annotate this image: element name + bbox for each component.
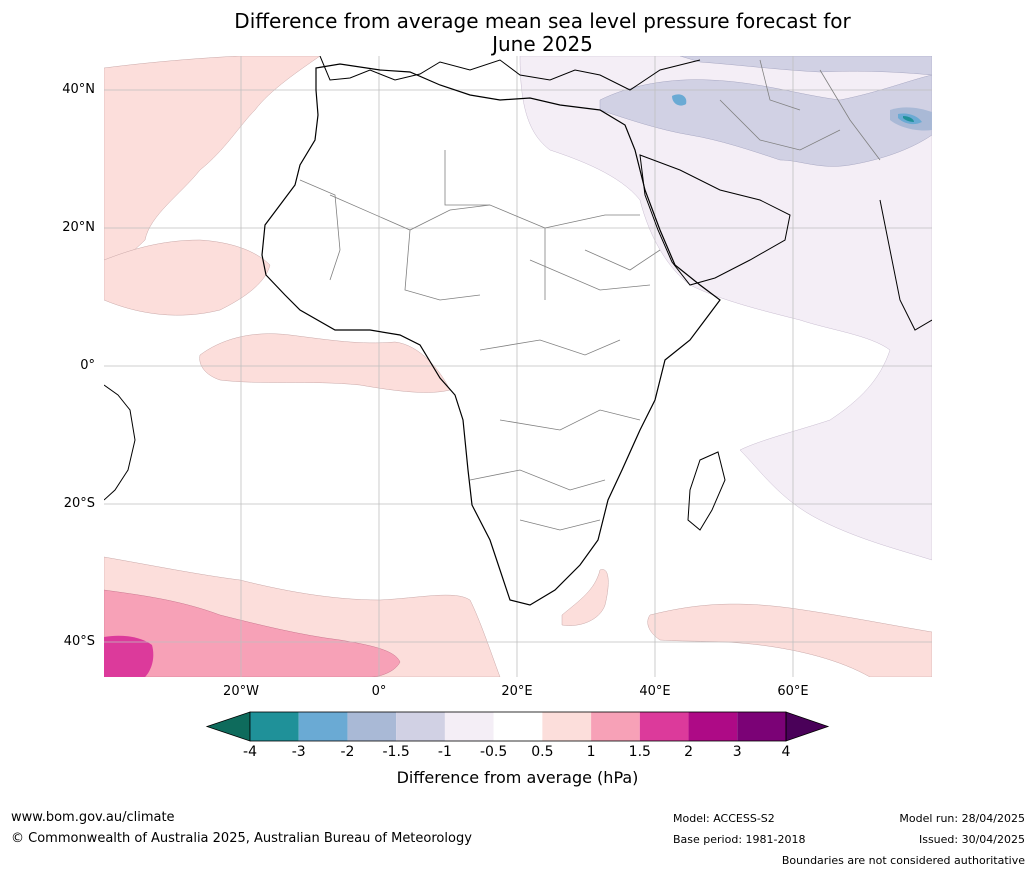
lon-label-40e: 40°E <box>639 684 671 699</box>
colorbar-segment <box>396 712 445 741</box>
colorbar-segment <box>250 712 299 741</box>
colorbar-label: Difference from average (hPa) <box>396 768 639 787</box>
lon-label-20w: 20°W <box>223 684 259 699</box>
colorbar-segment <box>688 712 738 741</box>
colorbar-tick-label: 2 <box>684 744 693 760</box>
colorbar-segment <box>298 712 348 741</box>
colorbar-tick-label: 1.5 <box>628 744 651 760</box>
colorbar-segment <box>591 712 640 741</box>
anomaly-pos-west-atlantic <box>104 239 271 316</box>
south-america-coastline <box>104 384 136 501</box>
anomaly-neg3-pocket <box>903 116 914 122</box>
europe-coastline <box>319 56 701 91</box>
lat-label-20s: 20°S <box>63 496 95 511</box>
footer-issued: Issued: 30/04/2025 <box>918 833 1025 846</box>
colorbar <box>205 711 830 742</box>
colorbar-tick-label: -1.5 <box>382 744 410 760</box>
anomaly-1to15-south-atlantic <box>104 589 401 677</box>
anomaly-neg-indian <box>519 56 932 561</box>
africa-coastline <box>261 63 721 606</box>
madagascar-coastline <box>687 451 726 531</box>
lon-label-60e: 60°E <box>777 684 809 699</box>
title-line-2: June 2025 <box>492 32 593 56</box>
colorbar-tick-label: -0.5 <box>479 744 508 760</box>
map-area <box>104 56 932 677</box>
colorbar-segment <box>493 712 543 741</box>
country-boundaries <box>299 59 881 531</box>
arabia-coastline <box>639 154 791 286</box>
lat-label-20n: 20°N <box>62 220 95 235</box>
colorbar-tick-label: 3 <box>732 744 742 760</box>
colorbar-tick-label: -4 <box>243 744 257 760</box>
colorbar-tick-label: -1 <box>437 744 452 760</box>
footer-copyright: © Commonwealth of Australia 2025, Austra… <box>11 831 472 846</box>
footer-model-run: Model run: 28/04/2025 <box>899 812 1025 825</box>
gridlines <box>104 56 932 677</box>
lon-label-0: 0° <box>371 684 387 699</box>
colorbar-segment <box>737 712 786 741</box>
colorbar-tick-label: 0.5 <box>531 744 554 760</box>
anomaly-15to2-south-atlantic <box>104 635 154 677</box>
footer-model: Model: ACCESS-S2 <box>673 812 775 825</box>
india-coastline <box>879 199 932 331</box>
colorbar-tick-label: 4 <box>781 744 791 760</box>
anomaly-neg-caspian <box>672 94 687 106</box>
colorbar-segment <box>639 712 689 741</box>
lon-label-20e: 20°E <box>501 684 533 699</box>
anomaly-neg1-north <box>679 56 932 76</box>
lat-label-40s: 40°S <box>63 634 95 649</box>
colorbar-tick-label: -3 <box>291 744 306 760</box>
colorbar-segment <box>444 712 494 741</box>
colorbar-outline <box>249 711 787 742</box>
lat-label-0: 0° <box>80 358 95 373</box>
colorbar-tick-label: -2 <box>340 744 355 760</box>
footer-url[interactable]: www.bom.gov.au/climate <box>11 810 175 825</box>
colorbar-extend-low <box>205 711 251 742</box>
map-title: Difference from average mean sea level p… <box>150 10 935 56</box>
lat-label-40n: 40°N <box>62 82 95 97</box>
footer-base-period: Base period: 1981-2018 <box>673 833 806 846</box>
anomaly-pos-south-africa <box>561 569 609 626</box>
colorbar-segment <box>347 712 397 741</box>
colorbar-segment <box>542 712 592 741</box>
anomaly-pos-south-indian <box>647 603 932 677</box>
title-line-1: Difference from average mean sea level p… <box>234 9 851 33</box>
colorbar-extend-high <box>785 711 830 742</box>
footer-disclaimer: Boundaries are not considered authoritat… <box>781 854 1025 867</box>
colorbar-tick-label: 1 <box>586 744 596 760</box>
